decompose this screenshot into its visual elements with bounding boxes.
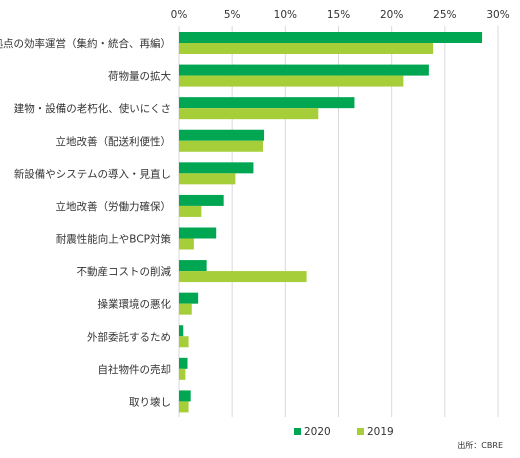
bar-2019 <box>179 43 434 54</box>
category-label: 新設備やシステムの導入・見直し <box>14 167 171 180</box>
x-tick-label: 5% <box>224 9 241 21</box>
bar-2019 <box>179 173 236 185</box>
x-tick-label: 10% <box>274 9 297 21</box>
category-label: 立地改善（労働力確保） <box>56 200 172 213</box>
bar-2019 <box>179 271 307 283</box>
category-label: 荷物量の拡大 <box>108 70 171 83</box>
legend-swatch-2019 <box>357 428 364 435</box>
category-label: 不動産コストの削減 <box>77 265 172 278</box>
bar-2020 <box>179 390 191 402</box>
bar-2019 <box>179 108 319 120</box>
source-note: 出所：CBRE <box>457 440 503 450</box>
category-labels: 拠点の効率運営（集約・統合、再編） 荷物量の拡大建物・設備の老朽化、使いにくさ立地… <box>0 37 171 408</box>
bar-2020 <box>179 260 207 272</box>
bar-2020 <box>179 32 483 43</box>
category-label: 操業環境の悪化 <box>98 298 172 311</box>
x-tick-label: 20% <box>380 9 403 21</box>
bar-2019 <box>179 238 194 250</box>
x-axis-ticks: 0% 5% 10% 15% 20% 25% 30% <box>171 9 510 21</box>
legend-label-2020: 2020 <box>304 426 331 438</box>
x-tick-label: 25% <box>433 9 456 21</box>
category-label: 自社物件の売却 <box>98 363 172 376</box>
category-label: 建物・設備の老朽化、使いにくさ <box>14 102 171 115</box>
bar-2020 <box>179 64 429 76</box>
gridlines <box>178 26 499 417</box>
bar-2019 <box>179 75 404 87</box>
legend-swatch-2020 <box>294 428 301 435</box>
bar-2019 <box>179 205 202 217</box>
bar-2020 <box>179 162 254 174</box>
bar-2020 <box>179 357 188 369</box>
x-tick-label: 30% <box>486 9 509 21</box>
bar-2019 <box>179 140 264 152</box>
x-tick-label: 0% <box>171 9 188 21</box>
legend-label-2019: 2019 <box>367 426 394 438</box>
bars <box>179 32 483 413</box>
bar-2020 <box>179 194 224 206</box>
category-label: 取り壊し <box>129 396 171 408</box>
category-label: 耐震性能向上やBCP対策 <box>56 233 172 246</box>
bar-2020 <box>179 325 184 337</box>
bar-2020 <box>179 227 217 239</box>
x-tick-label: 15% <box>327 9 350 21</box>
bar-2019 <box>179 368 186 380</box>
bar-2020 <box>179 129 265 141</box>
category-label: 拠点の効率運営（集約・統合、再編） <box>0 37 171 50</box>
bar-2020 <box>179 97 355 109</box>
bar-2019 <box>179 401 189 413</box>
bar-2019 <box>179 303 192 315</box>
category-label: 外部委託するため <box>87 330 171 343</box>
bar-2019 <box>179 336 189 348</box>
bar-2020 <box>179 292 199 304</box>
legend: 2020 2019 <box>294 426 394 438</box>
category-label: 立地改善（配送利便性） <box>56 135 172 148</box>
